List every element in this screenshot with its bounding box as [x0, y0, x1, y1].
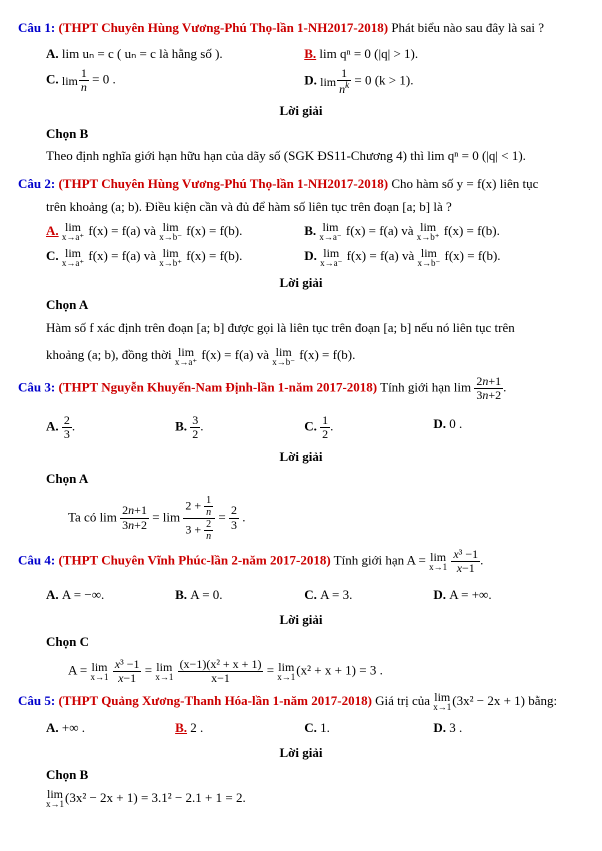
q4-options: A. A = −∞. B. A = 0. C. A = 3. D. A = +∞…	[18, 583, 584, 607]
q4-A: A. A = −∞.	[46, 583, 175, 607]
q5-A: A. +∞ .	[46, 716, 175, 740]
q5-work: limx→1(3x² − 2x + 1) = 3.1² − 2.1 + 1 = …	[18, 788, 584, 810]
q2-A: A. limx→a⁺ f(x) = f(a) và limx→b⁻ f(x) =…	[46, 219, 304, 245]
q2-src: (THPT Chuyên Hùng Vương-Phú Thọ-lần 1-NH…	[58, 176, 388, 191]
q2-options: A. limx→a⁺ f(x) = f(a) và limx→b⁻ f(x) =…	[18, 219, 584, 270]
q2-chon: Chọn A	[18, 295, 584, 315]
q1-options: A. lim uₙ = c ( uₙ = c là hằng số ). B. …	[18, 42, 584, 99]
q3-A: A. 23.	[46, 412, 175, 443]
q3-text: Tính giới hạn lim	[380, 380, 471, 395]
q5-chon: Chọn B	[18, 765, 584, 785]
q2-text1: Cho hàm số y = f(x) liên tục	[391, 176, 538, 191]
q4-num: Câu 4:	[18, 552, 55, 567]
q2-explain2: khoảng (a; b), đồng thời limx→a⁺ f(x) = …	[18, 345, 584, 367]
q5-D: D. 3 .	[433, 716, 562, 740]
q3-num: Câu 3:	[18, 380, 55, 395]
q2-C: C. limx→a⁺ f(x) = f(a) và limx→b⁺ f(x) =…	[46, 244, 304, 270]
q2-text2: trên khoảng (a; b). Điều kiện cần và đủ …	[18, 197, 584, 217]
q1-chon: Chọn B	[18, 124, 584, 144]
q3-header: Câu 3: (THPT Nguyễn Khuyến-Nam Định-lần …	[18, 375, 584, 402]
q2-explain1: Hàm số f xác định trên đoạn [a; b] được …	[18, 318, 584, 338]
q4-B: B. A = 0.	[175, 583, 304, 607]
q1-C: C. lim1n = 0 .	[46, 65, 304, 98]
q5-loigiai: Lời giải	[18, 743, 584, 763]
q2-B: B. limx→a⁻ f(x) = f(a) và limx→b⁺ f(x) =…	[304, 219, 562, 245]
q4-D: D. A = +∞.	[433, 583, 562, 607]
q2-header: Câu 2: (THPT Chuyên Hùng Vương-Phú Thọ-l…	[18, 174, 584, 194]
q1-header: Câu 1: (THPT Chuyên Hùng Vương-Phú Thọ-l…	[18, 18, 584, 38]
q3-C: C. 12.	[304, 412, 433, 443]
q1-A: A. lim uₙ = c ( uₙ = c là hằng số ).	[46, 42, 304, 66]
q5-C: C. 1.	[304, 716, 433, 740]
q4-work: A = limx→1 x³ −1x−1 = limx→1 (x−1)(x² + …	[18, 658, 584, 685]
q5-src: (THPT Quảng Xương-Thanh Hóa-lần 1-năm 20…	[58, 693, 371, 708]
q3-options: A. 23. B. 32. C. 12. D. 0 .	[18, 412, 584, 443]
q3-work: Ta có lim 2n+13n+2 = lim 2 + 1n 3 + 2n =…	[18, 495, 584, 542]
q2-loigiai: Lời giải	[18, 273, 584, 293]
q1-explain: Theo định nghĩa giới hạn hữu hạn của dãy…	[18, 146, 584, 166]
q1-loigiai: Lời giải	[18, 101, 584, 121]
q4-text: Tính giới hạn A =	[334, 552, 429, 567]
q1-num: Câu 1:	[18, 20, 55, 35]
q1-B: B. lim qⁿ = 0 (|q| > 1).	[304, 42, 562, 66]
q4-loigiai: Lời giải	[18, 610, 584, 630]
q5-B: B. 2 .	[175, 716, 304, 740]
q3-src: (THPT Nguyễn Khuyến-Nam Định-lần 1-năm 2…	[58, 380, 377, 395]
q5-text: Giá trị của	[375, 693, 433, 708]
q1-src: (THPT Chuyên Hùng Vương-Phú Thọ-lần 1-NH…	[58, 20, 388, 35]
q4-header: Câu 4: (THPT Chuyên Vĩnh Phúc-lần 2-năm …	[18, 548, 584, 575]
q2-num: Câu 2:	[18, 176, 55, 191]
q5-num: Câu 5:	[18, 693, 55, 708]
q3-loigiai: Lời giải	[18, 447, 584, 467]
q5-options: A. +∞ . B. 2 . C. 1. D. 3 .	[18, 716, 584, 740]
q1-text: Phát biểu nào sau đây là sai ?	[391, 20, 544, 35]
q3-chon: Chọn A	[18, 469, 584, 489]
q4-C: C. A = 3.	[304, 583, 433, 607]
q2-D: D. limx→a⁻ f(x) = f(a) và limx→b⁻ f(x) =…	[304, 244, 562, 270]
q4-chon: Chọn C	[18, 632, 584, 652]
q4-src: (THPT Chuyên Vĩnh Phúc-lần 2-năm 2017-20…	[58, 552, 330, 567]
q3-B: B. 32.	[175, 412, 304, 443]
q3-D: D. 0 .	[433, 412, 562, 443]
q5-header: Câu 5: (THPT Quảng Xương-Thanh Hóa-lần 1…	[18, 691, 584, 713]
q1-D: D. lim1nk = 0 (k > 1).	[304, 65, 562, 98]
